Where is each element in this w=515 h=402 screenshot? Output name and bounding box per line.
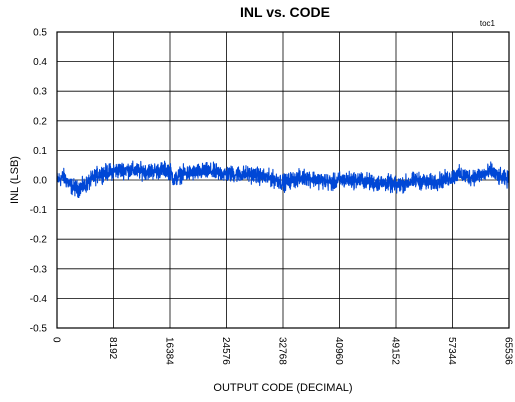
x-tick-label: 24576: [220, 337, 231, 365]
y-tick-label: -0.1: [30, 205, 48, 216]
x-tick-label: 0: [51, 337, 62, 343]
y-tick-label: 0.4: [33, 57, 47, 68]
y-tick-label: -0.5: [30, 324, 48, 335]
x-axis-label: OUTPUT CODE (DECIMAL): [213, 382, 352, 394]
y-tick-label: -0.4: [30, 294, 48, 305]
figure-tag: toc1: [480, 19, 496, 28]
y-tick-label: -0.2: [30, 235, 48, 246]
chart-title: INL vs. CODE: [240, 4, 330, 20]
x-tick-label: 40960: [333, 337, 344, 365]
y-tick-label: 0.1: [33, 146, 47, 157]
y-tick-label: -0.3: [30, 264, 48, 275]
y-tick-labels: 0.5 0.4 0.3 0.2 0.1 0.0 -0.1 -0.2 -0.3 -0.4 -0.5: [30, 28, 48, 335]
x-tick-label: 32768: [277, 337, 288, 365]
y-tick-label: 0.5: [33, 28, 47, 39]
x-tick-label: 49152: [390, 337, 401, 365]
y-tick-label: 0.2: [33, 116, 47, 127]
y-tick-label: 0.0: [33, 176, 47, 187]
x-tick-label: 8192: [107, 337, 118, 360]
x-tick-label: 16384: [164, 337, 175, 365]
y-axis-label: INL (LSB): [9, 156, 21, 204]
y-tick-label: 0.3: [33, 87, 47, 98]
x-tick-label: 65536: [503, 337, 514, 365]
x-tick-labels: 0 8192 16384 24576 32768 40960 49152 57344 65536: [51, 337, 514, 365]
x-tick-label: 57344: [446, 337, 457, 365]
